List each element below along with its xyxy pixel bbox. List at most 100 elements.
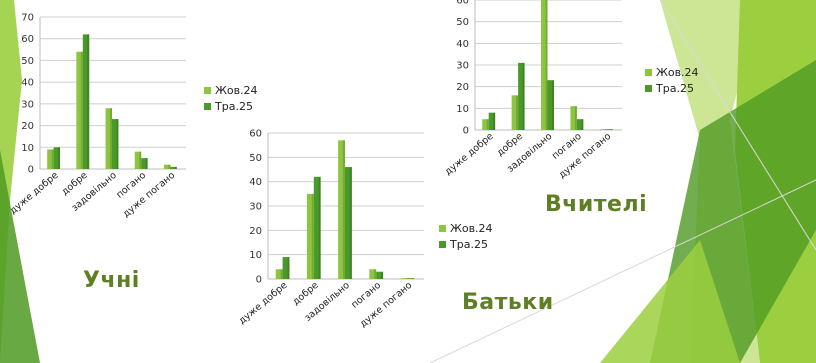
- bar: [141, 158, 148, 169]
- bar-shade: [280, 269, 283, 279]
- legend-swatch-series1: [204, 86, 211, 94]
- bar: [407, 278, 415, 279]
- legend-label-series1: Жов.24: [215, 83, 258, 97]
- bar-shade: [522, 62, 525, 131]
- bar: [134, 151, 142, 169]
- bar-shade: [318, 176, 321, 279]
- bar: [482, 119, 489, 130]
- bar-shade: [116, 119, 119, 169]
- bar-shade: [581, 119, 584, 130]
- bar: [400, 278, 408, 279]
- bar: [369, 269, 377, 279]
- legend-students: Жов.24 Тра.25: [204, 82, 258, 114]
- bar: [338, 140, 345, 279]
- bar-shade: [51, 149, 54, 169]
- bar: [76, 51, 83, 169]
- bar-shade: [412, 278, 415, 279]
- bar-shade: [516, 95, 519, 130]
- y-tick-label: 40: [21, 78, 34, 89]
- legend-swatch-series2: [439, 240, 446, 248]
- decor-bottom-right: [600, 240, 740, 363]
- legend-swatch-series2: [645, 84, 652, 92]
- bar-shade: [574, 106, 577, 130]
- bar-shade: [139, 151, 142, 169]
- legend-label-series1: Жов.24: [656, 65, 699, 79]
- bar-shade: [343, 140, 345, 279]
- bar-shade: [486, 119, 489, 130]
- y-tick-label: 30: [249, 202, 262, 213]
- decor-left-corner: [0, 150, 40, 363]
- legend-item-series1: Жов.24: [204, 82, 258, 98]
- bar: [576, 119, 584, 130]
- y-tick-label: 0: [256, 275, 262, 286]
- bar: [313, 176, 321, 279]
- bar: [170, 166, 177, 169]
- bar-shade: [174, 166, 177, 169]
- legend-swatch-series2: [204, 102, 211, 110]
- y-tick-label: 60: [249, 129, 262, 140]
- y-tick-label: 10: [456, 104, 469, 115]
- y-tick-label: 30: [456, 61, 469, 72]
- y-tick-label: 60: [21, 34, 34, 45]
- bar: [275, 269, 283, 279]
- bar-shade: [381, 271, 384, 279]
- legend-teachers: Жов.24 Тра.25: [645, 64, 699, 96]
- y-tick-label: 10: [249, 250, 262, 261]
- y-tick-label: 40: [456, 39, 469, 50]
- decor-line-1: [659, 0, 816, 251]
- bar-shade: [80, 51, 83, 169]
- bar: [105, 108, 112, 169]
- x-tick-label: дуже погано: [557, 131, 614, 181]
- bar: [547, 80, 554, 130]
- decor-line-2: [429, 179, 816, 363]
- bar-shade: [545, 0, 548, 130]
- y-tick-label: 70: [21, 13, 34, 24]
- bar-shade: [551, 80, 554, 130]
- bar: [511, 95, 519, 130]
- bar: [488, 112, 496, 130]
- bar-shade: [87, 34, 90, 169]
- bar: [163, 164, 171, 169]
- legend-label-series2: Тра.25: [450, 237, 488, 251]
- bar: [599, 129, 607, 130]
- bar: [606, 129, 613, 130]
- legend-label-series1: Жов.24: [450, 221, 493, 235]
- y-tick-label: 0: [463, 126, 469, 137]
- teachers-label: Вчителі: [545, 192, 648, 217]
- parents-label: Батьки: [462, 290, 554, 315]
- legend-swatch-series1: [645, 68, 652, 76]
- bar-shade: [349, 167, 352, 279]
- legend-swatch-series1: [439, 224, 446, 232]
- y-tick-label: 10: [21, 143, 34, 154]
- x-tick-label: дуже добре: [443, 131, 496, 178]
- bar-shade: [110, 108, 112, 169]
- students-label: Учні: [83, 268, 140, 293]
- y-tick-label: 0: [28, 165, 34, 176]
- y-tick-label: 50: [249, 153, 262, 164]
- y-tick-label: 40: [249, 177, 262, 188]
- legend-item-series1: Жов.24: [645, 64, 699, 80]
- bar: [53, 147, 61, 169]
- bar-shade: [405, 278, 408, 279]
- legend-label-series2: Тра.25: [656, 81, 694, 95]
- bar: [306, 193, 314, 279]
- y-tick-label: 20: [456, 82, 469, 93]
- bar-shade: [610, 129, 613, 130]
- y-tick-label: 20: [249, 226, 262, 237]
- bar-shade: [604, 129, 607, 130]
- bar-shade: [168, 164, 171, 169]
- y-tick-label: 20: [21, 121, 34, 132]
- x-tick-label: дуже добре: [8, 170, 61, 217]
- x-tick-label: дуже добре: [237, 280, 290, 327]
- bar: [376, 271, 384, 279]
- legend-item-series2: Тра.25: [439, 236, 493, 252]
- bar: [112, 119, 119, 169]
- bar: [518, 62, 525, 131]
- bar-shade: [58, 147, 61, 169]
- bar: [282, 257, 290, 279]
